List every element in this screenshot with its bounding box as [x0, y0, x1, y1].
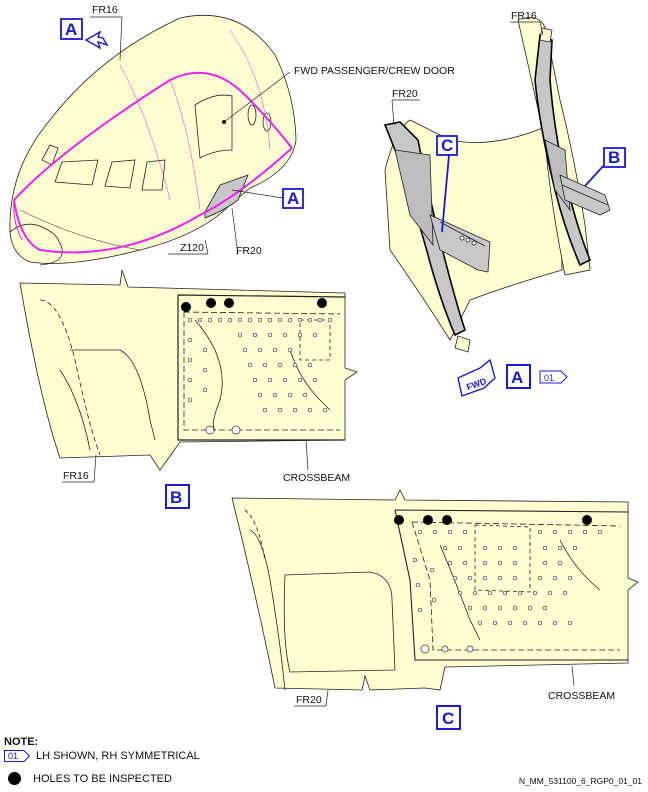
view-c-title-letter: C: [442, 709, 454, 728]
view-a-letter-door: A: [287, 189, 299, 208]
note-title: NOTE:: [4, 736, 39, 748]
label-crossbeam-view-b: CROSSBEAM: [283, 472, 350, 484]
nose-section-view: [9, 14, 297, 266]
note-item-2: HOLES TO BE INSPECTED: [4, 772, 172, 785]
ref-badge-view-a-text: 01: [544, 373, 554, 383]
note-item-1-text: LH SHOWN, RH SYMMETRICAL: [36, 750, 200, 762]
view-a-title: A: [506, 364, 531, 389]
label-fr20-view-a: FR20: [392, 88, 418, 100]
document-id: N_MM_531100_6_RGP0_01_01: [518, 776, 642, 786]
view-a-letter-top: A: [65, 20, 77, 39]
label-fr20-view-c: FR20: [296, 694, 322, 706]
view-c-panel: [231, 489, 639, 691]
view-c-title: C: [436, 705, 461, 730]
callout-c-letter: C: [441, 136, 453, 155]
label-fr16-view-a: FR16: [511, 10, 537, 22]
view-a-marker-top: A: [60, 18, 109, 50]
view-a-marker-door: A: [282, 188, 304, 209]
label-fwd-door: FWD PASSENGER/CREW DOOR: [294, 65, 455, 77]
callout-c-view-a: C: [436, 135, 458, 156]
view-c-rivet-holes: [412, 529, 603, 654]
view-arrow-icon: [84, 30, 109, 50]
view-b-title-letter: B: [170, 488, 182, 507]
label-z120: Z120: [180, 242, 204, 254]
view-b-rivet-holes: [187, 317, 333, 435]
ref-badge-icon: 01: [4, 750, 30, 762]
fwd-arrow-icon: FWD: [457, 358, 496, 397]
view-b-title: B: [165, 484, 190, 509]
note-item-2-text: HOLES TO BE INSPECTED: [33, 772, 172, 785]
view-b-inspected-holes: [181, 298, 327, 312]
view-a-title-letter: A: [511, 368, 523, 387]
note-item-1: 01 LH SHOWN, RH SYMMETRICAL: [4, 750, 200, 762]
inspected-hole-icon: [8, 772, 21, 785]
label-crossbeam-view-c: CROSSBEAM: [548, 690, 615, 702]
label-fr20-nose: FR20: [236, 245, 262, 257]
view-b-panel: [19, 269, 358, 471]
callout-b-letter: B: [608, 148, 620, 167]
label-fr16-nose: FR16: [92, 4, 118, 16]
label-fr16-view-b: FR16: [63, 470, 89, 482]
view-a-frames: [383, 17, 611, 353]
view-c-inspected-holes: [394, 515, 592, 525]
frame-lines: [13, 71, 293, 254]
ref-badge-text: 01: [8, 751, 19, 761]
callout-b-view-a: B: [603, 147, 626, 168]
ref-badge-view-a: 01: [539, 370, 568, 384]
